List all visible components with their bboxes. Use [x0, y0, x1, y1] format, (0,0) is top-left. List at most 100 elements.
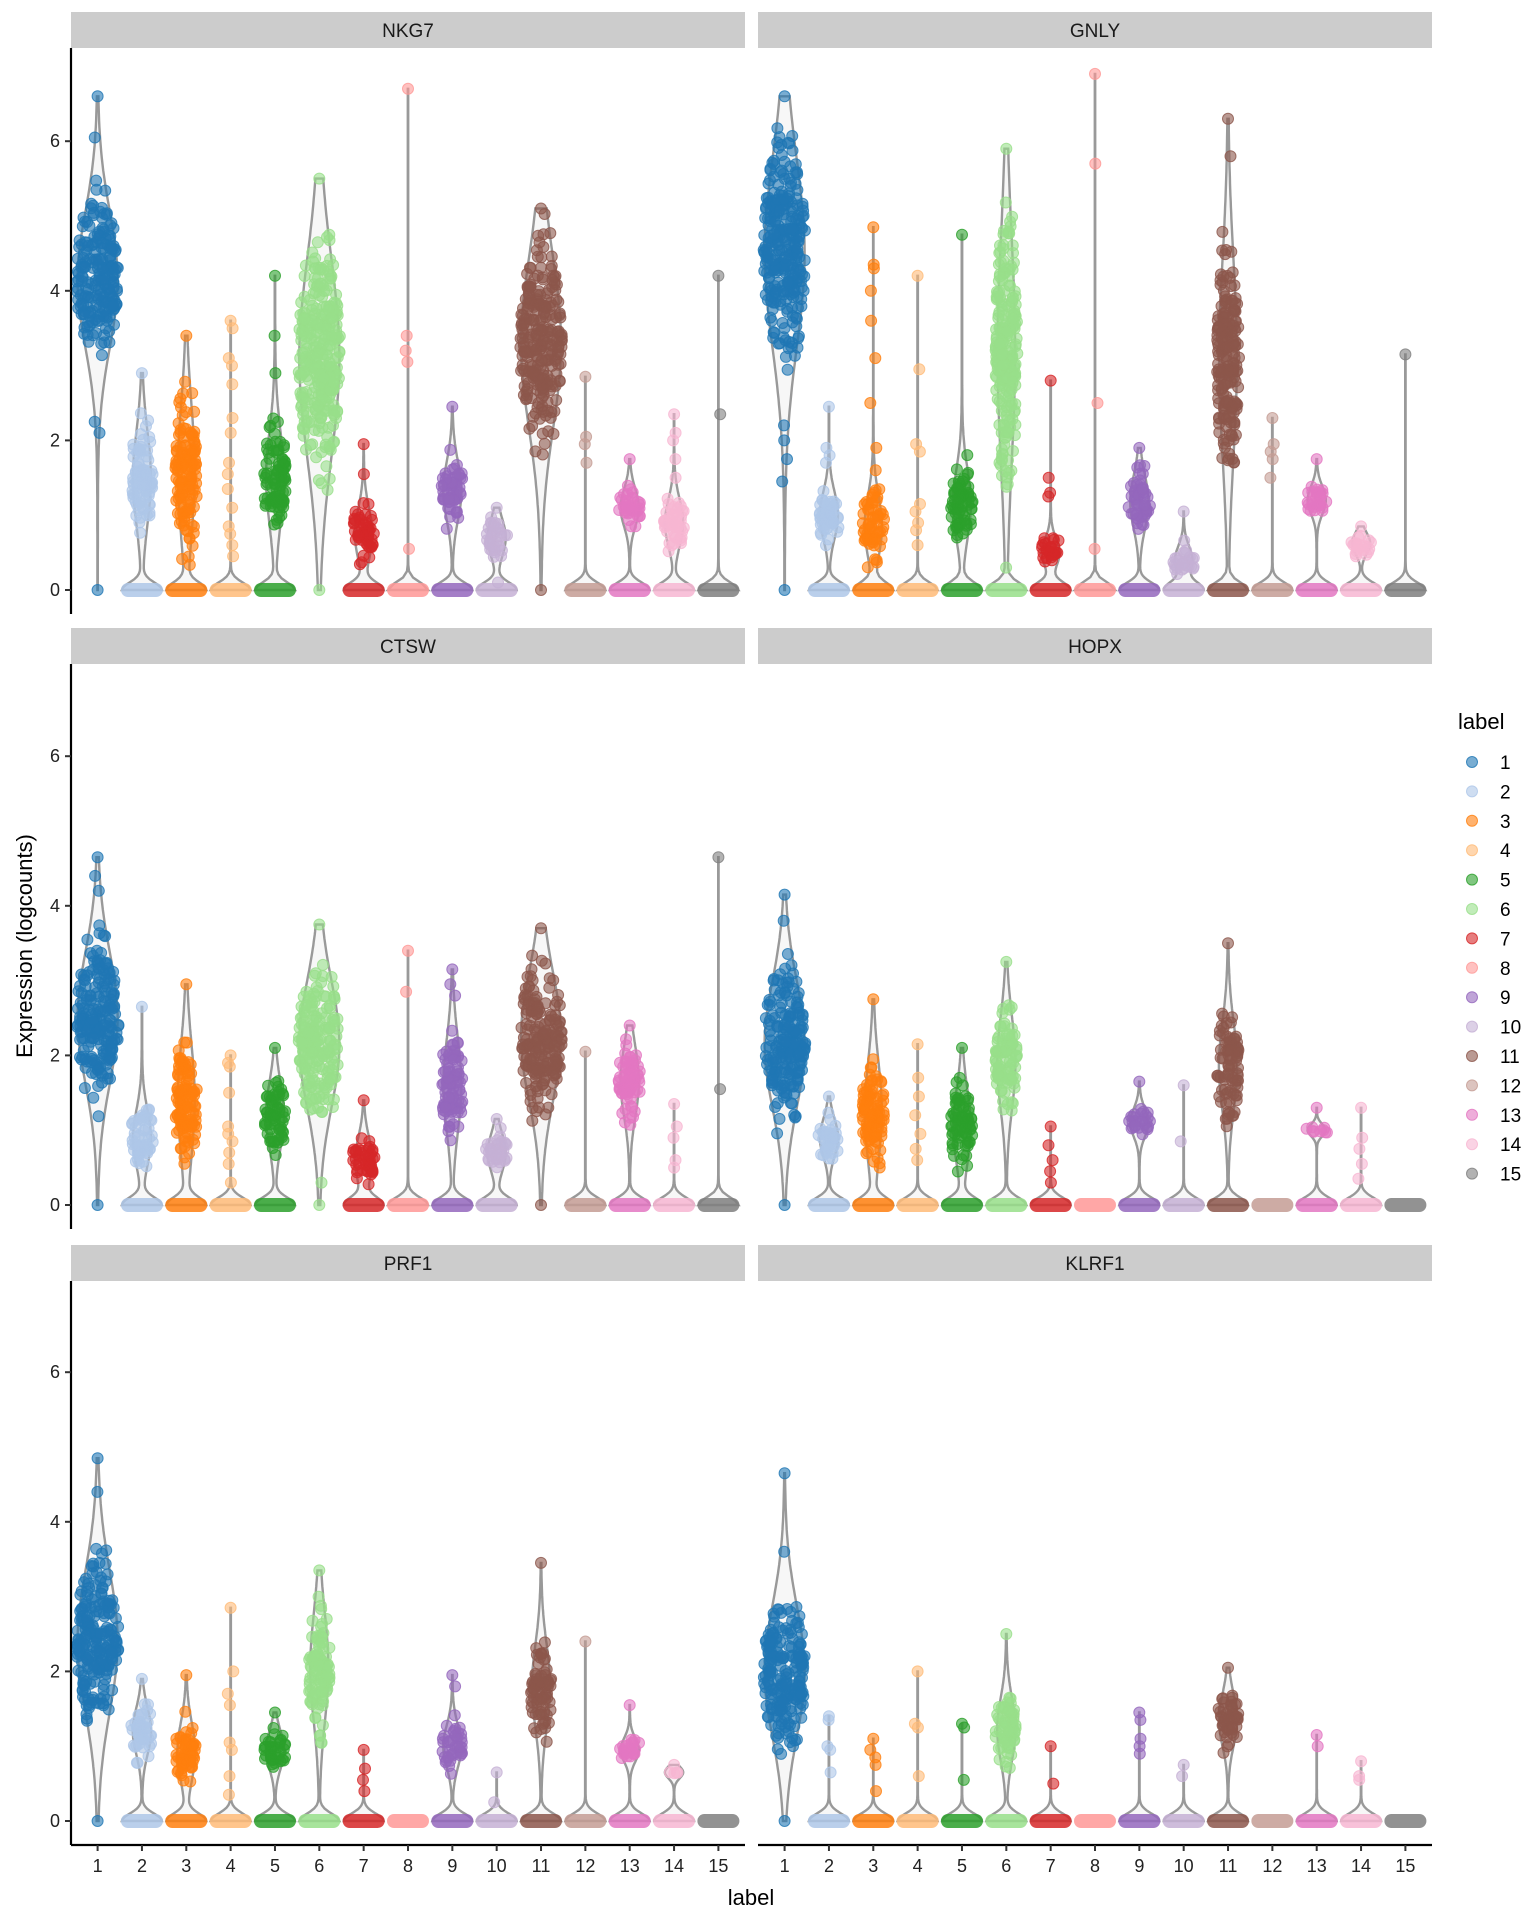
data-point — [227, 1665, 240, 1678]
data-point — [1228, 418, 1241, 431]
data-point — [1231, 1081, 1244, 1094]
data-point — [264, 1132, 277, 1145]
data-point — [549, 284, 562, 297]
data-point — [308, 1650, 321, 1662]
data-point — [548, 1040, 561, 1053]
data-point — [95, 1653, 108, 1666]
zero-value-points — [342, 583, 385, 597]
x-tick-label: 2 — [137, 1856, 147, 1876]
zero-value-points — [253, 1814, 296, 1828]
data-point — [1006, 1070, 1019, 1083]
data-point — [951, 1165, 964, 1178]
data-point — [226, 539, 239, 552]
violin-cluster-2 — [120, 1000, 164, 1212]
x-tick-label: 8 — [403, 1856, 413, 1876]
data-point — [612, 1074, 625, 1087]
data-point — [831, 525, 844, 538]
data-point — [226, 378, 239, 391]
data-point — [92, 976, 105, 989]
data-point — [267, 412, 280, 425]
data-point — [797, 204, 810, 217]
data-point — [222, 1788, 235, 1801]
y-tick-label: 6 — [50, 746, 60, 766]
data-point — [668, 1098, 681, 1110]
data-point — [911, 1038, 924, 1051]
data-point — [104, 219, 117, 232]
data-point — [453, 1721, 466, 1734]
data-point — [1215, 366, 1227, 379]
zero-value-points — [1295, 583, 1338, 597]
data-point — [319, 441, 332, 454]
data-point — [82, 335, 95, 348]
data-point — [444, 443, 457, 456]
data-point — [867, 221, 880, 234]
data-point — [1133, 441, 1146, 454]
data-point — [1007, 445, 1019, 457]
data-point — [278, 470, 291, 483]
zero-value-points — [852, 1198, 895, 1212]
data-point — [261, 1090, 274, 1103]
violin-shape — [563, 1050, 608, 1207]
data-point — [126, 484, 139, 497]
violin-shape — [608, 1703, 652, 1823]
violin-cluster-10 — [1162, 505, 1205, 597]
zero-value-points — [1029, 1198, 1072, 1212]
data-point — [911, 539, 924, 552]
data-point — [526, 366, 539, 379]
data-point — [763, 998, 776, 1011]
data-point — [829, 1119, 842, 1132]
zero-value-points — [1118, 583, 1161, 597]
violin-cluster-1 — [71, 851, 125, 1211]
data-point — [1399, 348, 1412, 361]
zero-value-points — [852, 583, 895, 597]
zero-value-points — [1207, 583, 1250, 597]
data-point — [99, 1005, 112, 1017]
data-point — [914, 1127, 927, 1140]
data-point — [993, 286, 1006, 298]
data-point — [315, 976, 328, 989]
violin-cluster-5 — [939, 228, 985, 597]
data-point — [535, 202, 547, 215]
data-point — [81, 933, 94, 946]
data-point — [535, 323, 548, 336]
data-point — [620, 1039, 633, 1052]
data-point — [862, 502, 875, 515]
data-point — [864, 397, 877, 409]
data-point — [98, 1019, 110, 1032]
data-point — [93, 426, 106, 439]
data-point — [312, 1702, 324, 1715]
data-point — [545, 250, 558, 263]
data-point — [99, 1673, 112, 1686]
data-point — [439, 1065, 452, 1078]
data-point — [626, 1101, 638, 1114]
violin-cluster-13 — [607, 1019, 652, 1212]
data-point — [516, 358, 529, 371]
y-tick-label: 6 — [50, 131, 60, 151]
data-point — [524, 281, 537, 294]
data-point — [317, 1627, 330, 1639]
data-point — [91, 1452, 104, 1465]
data-point — [631, 510, 644, 522]
data-point — [488, 1796, 501, 1809]
data-point — [1310, 1101, 1323, 1114]
data-point — [1046, 1154, 1059, 1167]
violin-shape — [696, 856, 741, 1207]
y-tick-label: 6 — [50, 1362, 60, 1382]
data-point — [93, 1598, 106, 1611]
data-point — [946, 495, 959, 508]
violin-cluster-14 — [652, 1758, 696, 1828]
data-point — [439, 1101, 452, 1113]
data-point — [176, 409, 189, 422]
data-point — [767, 331, 780, 344]
data-point — [856, 1099, 869, 1112]
violin-cluster-8 — [386, 944, 430, 1212]
data-point — [322, 1043, 334, 1056]
data-point — [1134, 459, 1146, 472]
data-point — [93, 301, 106, 314]
data-point — [619, 1055, 632, 1068]
data-point — [870, 441, 883, 454]
data-point — [259, 1119, 271, 1132]
data-point — [1136, 483, 1149, 496]
data-point — [624, 1083, 637, 1096]
